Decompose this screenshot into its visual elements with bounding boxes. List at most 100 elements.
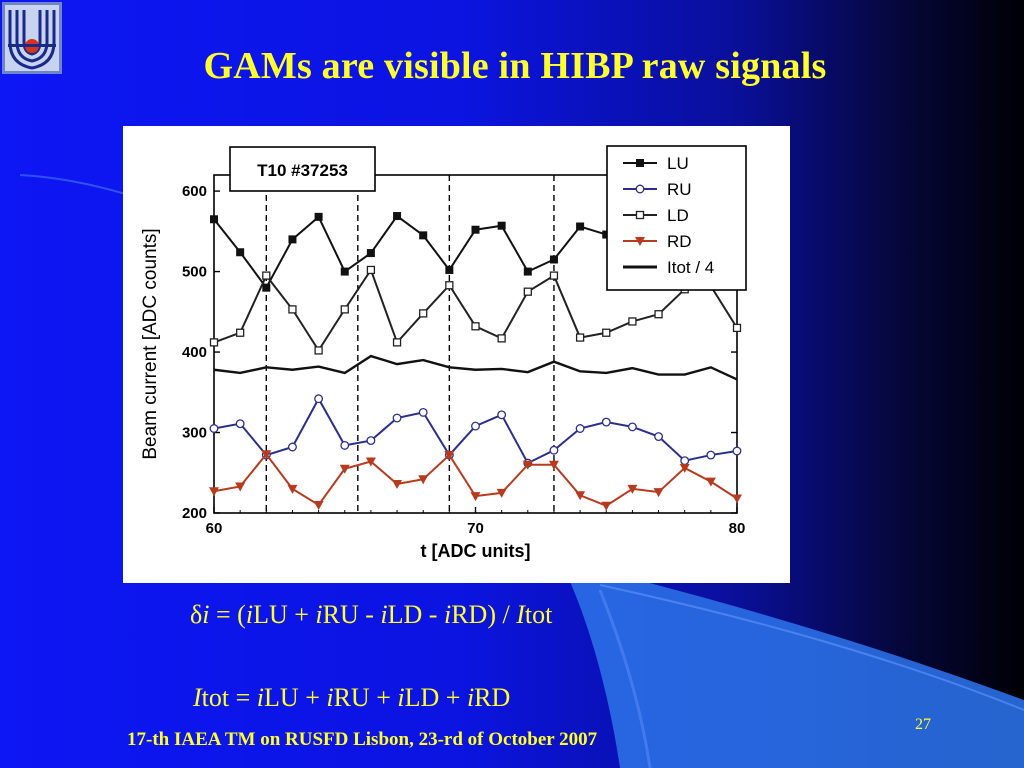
data-point-ld [549,271,559,280]
data-point-rd [339,464,350,474]
data-point-ru [601,417,611,427]
data-point-rd [470,492,481,502]
eq1-i-rd: i [443,600,452,629]
data-point-ru [706,450,716,460]
slide-number: 27 [915,716,931,733]
data-point-rd [313,500,324,510]
data-point-ru [366,436,376,446]
data-point-ld [628,317,637,326]
data-point-ru [235,419,245,429]
eq2-tot: tot = [201,683,257,712]
data-point-rd [548,460,559,470]
data-point-ld [262,271,271,280]
data-point-ld [471,322,480,331]
data-point-rd [522,460,533,470]
data-point-lu [210,215,218,224]
data-point-ld [602,328,611,337]
eq1-i-lu: i [245,600,254,629]
eq2-ld: LD + [404,683,467,712]
data-point-ru [680,456,690,466]
data-point-lu [445,265,454,274]
data-point-rd [679,463,690,473]
delta-i-equation: δi = (iLU + iRU - iLD - iRD) / Itot [190,600,552,630]
data-point-ru [497,410,507,420]
data-point-rd [209,487,219,497]
data-point-rd [732,494,742,504]
legend-marker [635,237,645,246]
eq2-i-ld: i [397,683,405,712]
data-point-lu [523,267,532,276]
data-point-rd [444,451,455,461]
slide-footer: 17-th IAEA TM on RUSFD Lisbon, 23-rd of … [127,729,598,750]
data-point-lu [314,212,323,221]
data-point-lu [419,231,428,240]
data-point-rd [235,482,246,492]
data-point-ru [340,440,350,450]
eq2-i-ru: i [326,683,334,712]
data-point-ru [418,407,428,417]
annotation-box [229,146,376,192]
data-point-lu [576,222,585,231]
y-tick-label: 600 [182,183,207,200]
data-point-ru [314,394,324,404]
eq1-ru: RU - [322,600,381,629]
y-axis-label: Beam current [ADC counts] [140,228,161,459]
legend-label: LU [667,154,689,173]
data-point-ld [445,281,454,290]
x-tick-label: 60 [206,520,223,537]
legend-label: Itot / 4 [667,258,714,277]
eq2-ru: RU + [333,683,398,712]
data-point-lu [549,255,558,264]
data-point-ru [392,413,402,423]
eq1-open: = ( [209,600,246,629]
data-point-rd [601,501,612,511]
legend-marker [635,184,645,194]
data-point-ld [575,333,585,342]
data-point-ld [314,346,323,355]
y-tick-label: 400 [182,344,207,361]
y-tick-label: 200 [182,505,207,522]
x-tick-label: 80 [729,520,746,537]
data-point-rd [653,488,664,498]
data-point-ld [732,323,742,333]
x-axis-label: t [ADC units] [421,541,531,561]
eq1-ld: LD - [387,600,444,629]
eq2-lu: LU + [264,683,327,712]
eq2-i-rd: i [466,683,475,712]
legend-label: LD [667,206,689,225]
data-point-ru [575,424,585,433]
eq2-I: I [193,683,202,712]
data-point-ru [732,446,742,456]
data-point-ru [287,442,297,452]
chart-figure: 200 300 400 500 600 60 70 80 t [ADC units] Beam c… [123,126,790,583]
data-point-rd [418,475,429,485]
data-point-lu [393,212,402,221]
data-point-rd [392,480,403,490]
annotation-label: T10 #37253 [257,161,348,180]
eq1-i-ld: i [380,600,388,629]
eq1-i: i [202,600,210,629]
data-point-lu [471,225,480,234]
eq1-tot: tot [524,600,553,629]
data-point-ru [654,432,663,441]
data-point-lu [288,235,297,244]
data-point-ru [627,422,637,432]
slide-title: GAMs are visible in HIBP raw signals [203,45,827,87]
data-point-rd [287,484,298,494]
delta-symbol: δ [190,600,203,629]
data-point-ld [419,309,428,318]
data-point-ld [392,338,402,347]
eq2-rd: RD [474,683,511,712]
data-point-ld [523,287,532,296]
data-point-lu [236,248,245,257]
data-point-ru [549,445,559,455]
data-point-rd [261,450,272,460]
data-point-rd [365,457,376,467]
data-point-rd [705,477,716,487]
eq1-rd: RD) / [451,600,517,629]
eq1-lu: LU + [253,600,316,629]
data-point-rd [575,491,586,501]
data-point-ld [209,338,219,347]
eq1-I: I [516,600,525,629]
eq1-i-ru: i [315,600,323,629]
